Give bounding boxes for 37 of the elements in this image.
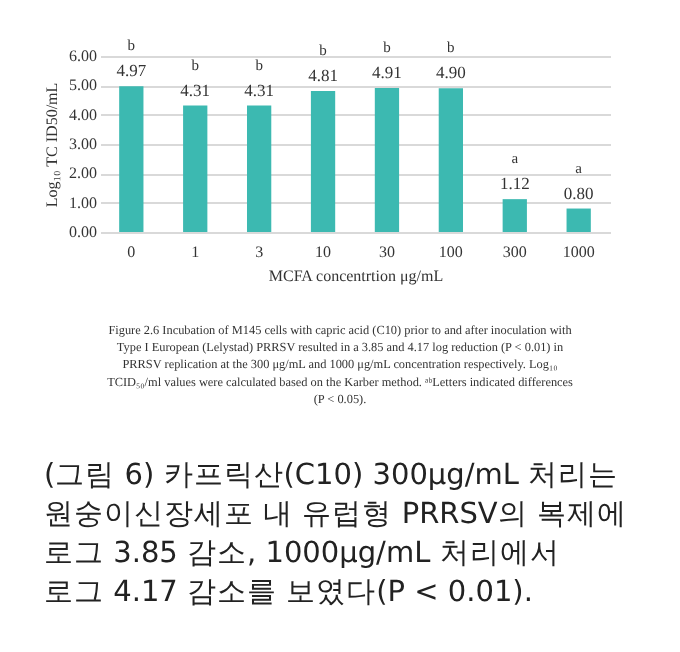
text: (그림 6) 카프릭산(C10) 300μg/mL 처리는 [44,460,619,492]
y-tick-label: 1.00 [69,193,97,212]
x-tick-label: 100 [438,243,463,261]
text: 원숭이신장세포 내 유럽형 PRRSV의 복제에 [44,499,627,531]
data-label: 4.97 [116,60,147,81]
data-label: 4.31 [244,79,275,100]
x-tick-label: 3 [255,243,264,261]
text: 로그 4.17 감소를 보였다(P < 0.01). [44,577,533,609]
y-tick-label: 2.00 [69,164,97,183]
data-label: 0.80 [563,182,594,203]
bar [502,199,527,232]
y-tick-label: 6.00 [69,47,97,65]
data-label: 4.31 [180,79,211,100]
bar [246,105,272,232]
data-label: 4.91 [372,61,402,82]
x-tick-label: 30 [378,243,395,261]
y-tick-label: 0.00 [69,223,97,241]
bar [183,105,208,232]
bar [119,86,144,232]
x-tick-label: 1000 [562,243,595,261]
x-axis-title: MCFA concentrtion μg/mL [268,267,444,285]
bar [310,90,336,232]
y-tick-label: 3.00 [69,135,97,153]
data-label: 4.90 [435,62,466,83]
x-tick-label: 1 [191,243,200,261]
bar [566,208,591,232]
y-tick-label: 5.00 [69,76,97,95]
data-label: 4.81 [308,64,338,85]
x-tick-label: 0 [127,243,136,261]
bar [438,88,464,232]
y-tick-label: 4.00 [69,105,97,124]
y-axis-title: Log₁₀ TC ID50/mL [43,82,61,208]
x-tick-label: 10 [315,243,332,261]
bar [374,87,400,232]
data-label: 1.12 [499,173,530,194]
x-tick-label: 300 [502,243,527,261]
text: 로그 3.85 감소, 1000μg/mL 처리에서 [44,538,560,570]
